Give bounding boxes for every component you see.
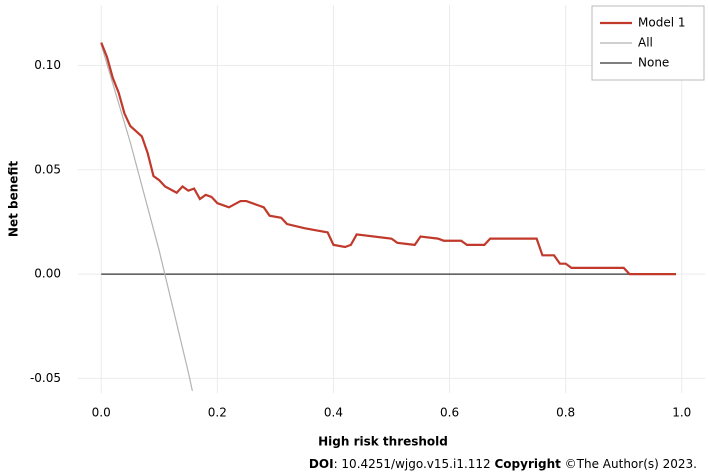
legend-label: Model 1	[638, 16, 685, 30]
line	[100, 44, 193, 392]
footer: DOI: 10.4251/wjgo.v15.i1.112 Copyright ©…	[309, 457, 697, 471]
line	[100, 42, 676, 276]
x-tick-label: 0.8	[556, 406, 575, 420]
y-axis-title: Net benefit	[7, 161, 21, 237]
doi: : 10.4251/wjgo.v15.i1.112	[334, 457, 495, 471]
y-tick-label: 0.00	[34, 267, 61, 281]
y-tick-label: -0.05	[30, 371, 61, 385]
y-tick-label: 0.05	[34, 162, 61, 176]
x-tick-label: 1.0	[672, 406, 691, 420]
legend-label: All	[638, 36, 653, 50]
doi-label: DOI	[309, 457, 334, 471]
x-axis-title: High risk threshold	[318, 435, 448, 449]
copyright: ©The Author(s) 2023.	[561, 457, 697, 471]
x-tick-label: 0.2	[208, 406, 227, 420]
copyright-label: Copyright	[494, 457, 561, 471]
legend-label: None	[638, 56, 669, 70]
y-tick-label: 0.10	[34, 58, 61, 72]
x-tick-label: 0.6	[440, 406, 459, 420]
x-tick-label: 0.4	[324, 406, 343, 420]
x-tick-label: 0.0	[92, 406, 111, 420]
